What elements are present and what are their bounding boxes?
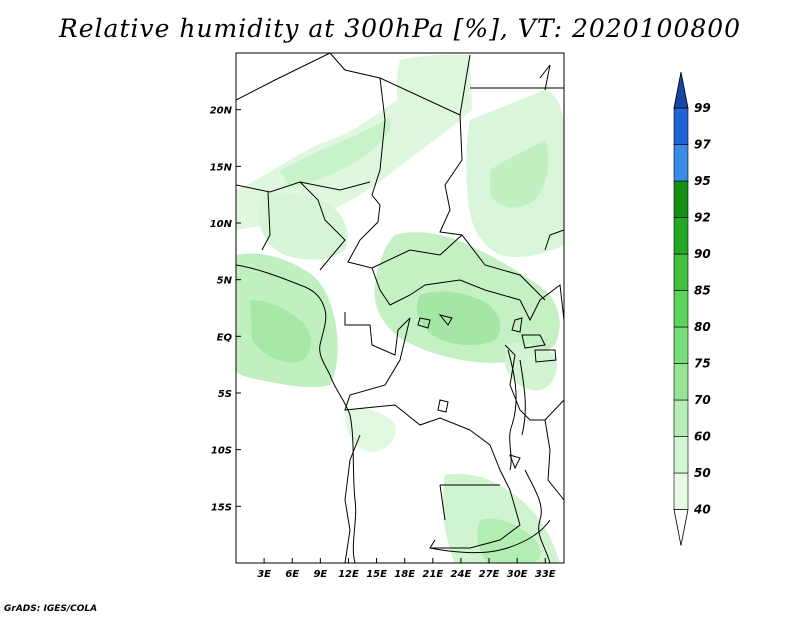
humid-region-central-core [416,291,501,346]
colorbar: 40 50 60 70 75 80 85 90 92 95 97 99 [673,71,711,546]
y-tick-label: EQ [217,332,233,343]
map-frame [235,52,565,564]
humid-region-east-strip [505,343,557,391]
colorbar-segment [673,472,689,510]
x-tick-label: 21E [422,569,443,580]
lakes [417,314,523,470]
colorbar-label: 60 [694,430,711,444]
y-tick-label: 5N [217,276,233,287]
colorbar-segment [673,144,689,182]
colorbar-segment [673,217,689,255]
colorbar-low-triangle [673,509,689,546]
colorbar-label: 97 [694,138,711,152]
colorbar-label: 95 [694,174,711,188]
x-tick-label: 6E [285,569,299,580]
colorbar-label: 85 [694,284,711,298]
y-axis: 20N 15N 10N 5N EQ 5S 10S 15S [210,106,241,513]
x-tick-label: 3E [257,569,271,580]
colorbar-high-triangle [673,71,689,109]
y-tick-label: 10S [211,446,232,457]
y-tick-label: 5S [218,389,232,400]
colorbar-segment [673,326,689,364]
x-axis: 3E 6E 9E 12E 15E 18E 21E 24E 27E 30E 33E [257,558,556,580]
colorbar-segment [673,363,689,401]
x-tick-label: 9E [313,569,327,580]
x-tick-label: 18E [394,569,415,580]
humid-region-gulf-core [250,300,312,363]
x-tick-label: 27E [479,569,500,580]
colorbar-label: 90 [694,247,711,261]
coastline [236,264,551,563]
country-borders [236,53,564,563]
y-tick-label: 20N [210,106,233,117]
colorbar-label: 99 [694,101,711,115]
credit-label: GrADS: IGES/COLA [4,604,98,614]
y-tick-label: 10N [210,219,233,230]
colorbar-segment [673,290,689,328]
colorbar-label: 70 [694,393,711,407]
y-tick-label: 15S [211,502,232,513]
colorbar-segment [673,399,689,437]
colorbar-segment [673,180,689,218]
x-tick-label: 33E [535,569,556,580]
humid-region-sudan-core [490,140,549,208]
colorbar-label: 40 [693,503,711,517]
colorbar-segment [673,107,689,145]
colorbar-label: 75 [694,357,711,371]
colorbar-label: 92 [694,211,711,225]
colorbar-segment [673,436,689,474]
x-tick-label: 12E [338,569,359,580]
y-tick-label: 15N [210,162,233,173]
map-title: Relative humidity at 300hPa [%], VT: 202… [58,14,742,43]
humid-region-north-plume [396,54,470,122]
colorbar-segment [673,253,689,291]
x-tick-label: 15E [366,569,387,580]
humid-region-sahel-core [280,118,391,188]
colorbar-label: 80 [694,320,711,334]
x-tick-label: 30E [507,569,528,580]
colorbar-label: 50 [694,466,711,480]
humidity-shading [236,54,564,563]
x-tick-label: 24E [451,569,472,580]
humid-region-west-inland [258,193,348,260]
humid-region-southern-core [477,518,541,563]
